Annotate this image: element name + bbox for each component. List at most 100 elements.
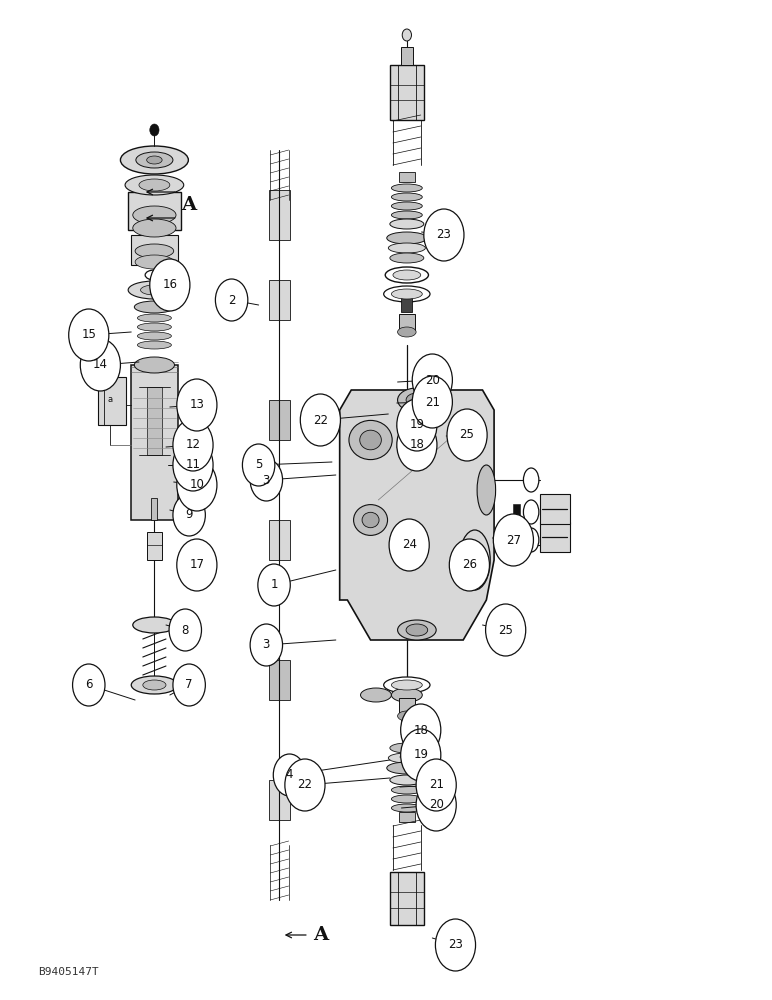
Bar: [98, 377, 126, 425]
Text: 3: 3: [262, 639, 270, 652]
Ellipse shape: [125, 175, 184, 195]
Circle shape: [273, 754, 306, 796]
Ellipse shape: [354, 505, 388, 535]
Circle shape: [424, 209, 464, 261]
Circle shape: [150, 124, 159, 136]
Circle shape: [416, 759, 456, 811]
Ellipse shape: [390, 219, 424, 229]
Bar: [399, 172, 415, 182]
Text: A: A: [181, 196, 197, 214]
Bar: [399, 812, 415, 822]
Text: 21: 21: [425, 395, 440, 408]
Ellipse shape: [387, 762, 427, 774]
Bar: [269, 280, 290, 320]
Circle shape: [285, 759, 325, 811]
Text: 27: 27: [506, 534, 521, 546]
Circle shape: [493, 514, 533, 566]
Text: 4: 4: [286, 768, 293, 782]
Ellipse shape: [128, 281, 181, 299]
Text: 3: 3: [262, 474, 270, 487]
Text: 2: 2: [228, 294, 235, 306]
Circle shape: [447, 409, 487, 461]
Ellipse shape: [384, 286, 430, 302]
Text: 17: 17: [189, 558, 205, 572]
Ellipse shape: [393, 270, 421, 280]
Bar: [269, 520, 290, 560]
Ellipse shape: [390, 743, 424, 753]
Circle shape: [397, 419, 437, 471]
Ellipse shape: [391, 289, 422, 299]
Circle shape: [258, 564, 290, 606]
Text: 20: 20: [425, 373, 440, 386]
Ellipse shape: [147, 156, 162, 164]
Circle shape: [416, 779, 456, 831]
Ellipse shape: [459, 530, 490, 590]
Ellipse shape: [360, 430, 381, 450]
Ellipse shape: [388, 243, 425, 253]
Circle shape: [300, 394, 340, 446]
Circle shape: [169, 609, 201, 651]
Text: 20: 20: [428, 798, 444, 812]
Circle shape: [73, 664, 105, 706]
Text: 13: 13: [189, 398, 205, 412]
Ellipse shape: [466, 542, 484, 578]
Text: 8: 8: [181, 624, 189, 637]
Text: 14: 14: [93, 359, 108, 371]
Bar: [269, 190, 290, 240]
Text: 23: 23: [448, 938, 463, 952]
Ellipse shape: [391, 786, 422, 794]
Bar: [399, 698, 415, 714]
Circle shape: [242, 444, 275, 486]
Text: 1: 1: [270, 578, 278, 591]
Text: 5: 5: [255, 458, 262, 472]
Ellipse shape: [361, 688, 391, 702]
Bar: [513, 538, 520, 552]
Text: B9405147T: B9405147T: [39, 967, 100, 977]
Circle shape: [215, 279, 248, 321]
Bar: [502, 538, 513, 552]
Ellipse shape: [406, 624, 428, 636]
Ellipse shape: [145, 270, 164, 280]
Circle shape: [401, 704, 441, 756]
Circle shape: [402, 29, 411, 41]
Text: 11: 11: [185, 458, 201, 472]
Circle shape: [177, 379, 217, 431]
Ellipse shape: [523, 500, 539, 524]
Ellipse shape: [390, 253, 424, 263]
Ellipse shape: [391, 184, 422, 192]
Text: 23: 23: [436, 229, 452, 241]
Circle shape: [250, 459, 283, 501]
Ellipse shape: [391, 202, 422, 210]
Bar: [147, 532, 162, 560]
Circle shape: [486, 604, 526, 656]
Ellipse shape: [391, 688, 422, 702]
Bar: [399, 314, 415, 330]
Ellipse shape: [134, 301, 174, 313]
Ellipse shape: [137, 341, 171, 349]
Ellipse shape: [523, 528, 539, 552]
Bar: [269, 780, 290, 820]
Bar: [128, 192, 181, 230]
Ellipse shape: [349, 420, 392, 460]
Ellipse shape: [137, 332, 171, 340]
Circle shape: [173, 494, 205, 536]
Text: 22: 22: [313, 414, 328, 426]
Text: 10: 10: [189, 479, 205, 491]
Text: A: A: [313, 926, 328, 944]
Ellipse shape: [137, 314, 171, 322]
Circle shape: [449, 539, 489, 591]
Circle shape: [177, 459, 217, 511]
Text: 16: 16: [162, 278, 178, 292]
Text: 7: 7: [185, 678, 193, 692]
Bar: [390, 872, 424, 925]
Ellipse shape: [133, 219, 176, 237]
Circle shape: [150, 259, 190, 311]
Ellipse shape: [398, 620, 436, 640]
Bar: [513, 504, 520, 518]
Text: 22: 22: [297, 778, 313, 792]
Ellipse shape: [406, 393, 428, 407]
Ellipse shape: [391, 680, 422, 690]
Circle shape: [412, 376, 452, 428]
Bar: [269, 660, 290, 700]
Ellipse shape: [120, 146, 188, 174]
